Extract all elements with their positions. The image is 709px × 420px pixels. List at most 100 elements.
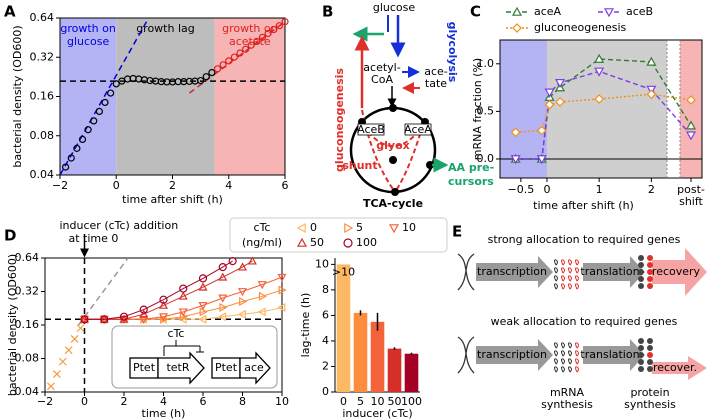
dna-icon: [457, 253, 475, 291]
marker: [277, 302, 286, 312]
mrna-icon: [568, 283, 572, 290]
mrna-icon: [575, 283, 579, 290]
marker: [554, 79, 566, 89]
step-label: transcription: [477, 265, 547, 278]
mrna-icon: [575, 259, 579, 266]
value-label: >10: [332, 265, 355, 278]
marker: [178, 291, 188, 300]
bar: [387, 348, 402, 392]
marker: [228, 257, 237, 266]
post-shift-line: [650, 89, 692, 136]
y-tick-label: 0.08: [15, 352, 40, 365]
marker: [343, 238, 353, 248]
glyox-shunt-path: [367, 131, 419, 147]
series-line: [84, 260, 233, 320]
metabolite-node: [389, 156, 397, 164]
y-tick-label: 1.0: [477, 57, 495, 70]
x-tick-label: 0: [543, 183, 550, 196]
mrna-icon: [568, 267, 572, 274]
bar: [336, 264, 351, 392]
step-label: translation: [580, 348, 639, 361]
x-tick-label: post-: [677, 183, 705, 196]
mrna-icon: [575, 358, 579, 365]
acetate-label: ace-: [424, 65, 448, 78]
marker: [84, 126, 92, 134]
shaded-region: [546, 40, 667, 178]
inset-label: Ptet: [215, 361, 238, 374]
axes-frame: [499, 39, 703, 179]
x-tick-label: 10: [275, 395, 289, 408]
caption: mRNA: [550, 386, 585, 399]
marker: [237, 262, 248, 271]
y-tick-label: 0.16: [15, 318, 40, 331]
marker: [197, 76, 205, 85]
legend-label: 0: [310, 221, 317, 234]
y-tick-label: 10: [315, 257, 329, 270]
inset-label: ace: [244, 361, 264, 374]
marker: [78, 135, 87, 144]
x-tick-label: 10: [371, 395, 385, 408]
x-tick-label: shift: [679, 195, 703, 208]
bar: [404, 353, 419, 392]
outcome-label: recovery: [652, 265, 701, 278]
mrna-icon: [561, 350, 565, 357]
legend-box: [229, 217, 448, 253]
marker: [178, 308, 188, 317]
y-tick-label: 0.16: [30, 90, 55, 103]
protein-dot: [647, 338, 653, 344]
shaded-region: [116, 18, 215, 175]
protein-dot: [638, 366, 644, 372]
mrna-icon: [554, 358, 558, 365]
y-tick-label: 0.04: [15, 385, 40, 398]
y-axis-label: bacterial density (OD600): [11, 25, 24, 167]
panel-e: E strong allocation to required genes tr…: [452, 223, 707, 411]
marker: [90, 117, 98, 125]
marker: [258, 33, 267, 41]
y-tick-label: 0.64: [30, 11, 55, 24]
inset-label: tetR: [166, 361, 189, 374]
outcome-label: recover.: [653, 361, 697, 374]
mrna-icon: [554, 342, 558, 349]
x-tick-label: 0: [81, 395, 88, 408]
x-tick-label: −2: [52, 179, 68, 192]
row-title: weak allocation to required genes: [491, 315, 678, 328]
region-label: growth on: [222, 22, 278, 35]
y-tick-label: 0: [322, 385, 329, 398]
mrna-icon: [568, 342, 572, 349]
marker: [544, 99, 555, 110]
transcription-arrow: [476, 256, 553, 288]
x-tick-label: 4: [160, 395, 167, 408]
x-tick-label: 6: [200, 395, 207, 408]
y-tick-label: 0.04: [30, 168, 55, 181]
marker: [52, 370, 61, 378]
marker: [510, 155, 521, 165]
x-tick-label: −2: [37, 395, 53, 408]
marker: [512, 23, 522, 33]
marker: [73, 144, 81, 152]
marker: [107, 89, 115, 97]
shunt-label: shunt: [342, 159, 377, 172]
y-axis-label: lag-time (h): [299, 293, 312, 358]
mrna-icon: [561, 259, 565, 266]
marker: [218, 263, 227, 272]
marker: [219, 302, 228, 312]
fit-line: [77, 258, 129, 326]
post-shift-region: [680, 40, 702, 178]
marker: [344, 222, 354, 234]
marker: [264, 29, 272, 38]
x-tick-label: 8: [239, 395, 246, 408]
step-label: transcription: [477, 348, 547, 361]
panel-letter: E: [452, 223, 462, 241]
d-inset: cTc Ptet tetR Ptet ace: [111, 325, 278, 389]
marker: [139, 305, 148, 314]
y-tick-label: 0.32: [15, 285, 40, 298]
marker: [686, 95, 696, 105]
mrna-icon: [561, 267, 565, 274]
recovery-arrow: [652, 356, 707, 380]
acetate-label: tate: [425, 77, 447, 90]
translation-arrow: [583, 339, 645, 371]
mrna-icon: [561, 283, 565, 290]
marker: [242, 45, 250, 53]
marker: [270, 25, 278, 34]
legend-label: 5: [356, 221, 363, 234]
